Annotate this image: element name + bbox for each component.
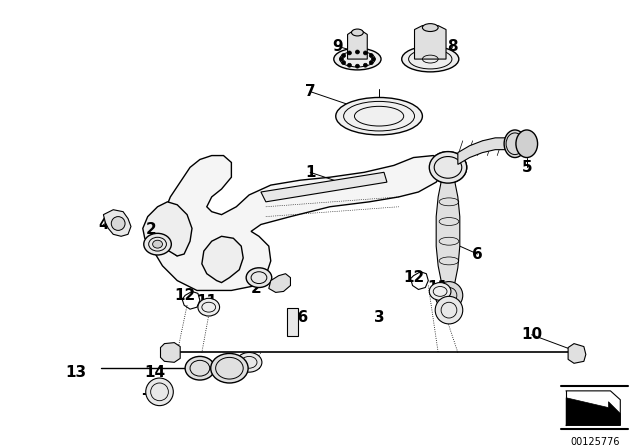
Ellipse shape — [185, 357, 214, 380]
Ellipse shape — [504, 130, 526, 158]
Text: 7: 7 — [305, 84, 316, 99]
Ellipse shape — [198, 298, 220, 316]
Circle shape — [342, 54, 346, 57]
Text: 11: 11 — [241, 357, 262, 372]
Ellipse shape — [236, 353, 262, 372]
Ellipse shape — [351, 29, 364, 36]
Polygon shape — [436, 182, 460, 285]
Text: 9: 9 — [332, 39, 343, 54]
Ellipse shape — [152, 240, 163, 248]
Text: 12: 12 — [403, 270, 424, 285]
Circle shape — [371, 57, 375, 61]
Circle shape — [364, 51, 367, 55]
Circle shape — [348, 51, 351, 55]
Circle shape — [146, 378, 173, 405]
Circle shape — [339, 57, 344, 61]
Text: 00125776: 00125776 — [570, 437, 620, 447]
Circle shape — [364, 63, 367, 67]
Text: 10: 10 — [521, 327, 542, 342]
Text: 13: 13 — [65, 365, 86, 379]
Polygon shape — [148, 155, 443, 290]
Text: 11: 11 — [196, 294, 217, 309]
Ellipse shape — [516, 130, 538, 158]
FancyBboxPatch shape — [287, 308, 298, 336]
Text: 8: 8 — [447, 39, 458, 54]
Ellipse shape — [334, 48, 381, 70]
Text: -15: -15 — [141, 386, 168, 401]
Ellipse shape — [144, 233, 172, 255]
Circle shape — [111, 216, 125, 230]
Circle shape — [369, 54, 373, 57]
Polygon shape — [568, 344, 586, 363]
Ellipse shape — [336, 98, 422, 135]
Circle shape — [342, 60, 346, 65]
Ellipse shape — [429, 151, 467, 183]
Polygon shape — [566, 398, 620, 425]
Text: 5: 5 — [522, 160, 532, 175]
Polygon shape — [104, 210, 131, 236]
Polygon shape — [269, 274, 291, 293]
Ellipse shape — [429, 283, 451, 300]
Ellipse shape — [246, 268, 272, 288]
Text: 6: 6 — [472, 246, 483, 262]
Text: 14: 14 — [144, 365, 165, 379]
Ellipse shape — [422, 24, 438, 31]
Polygon shape — [458, 138, 507, 164]
Text: 4: 4 — [98, 217, 109, 232]
Polygon shape — [261, 172, 387, 202]
Circle shape — [355, 50, 360, 54]
Polygon shape — [202, 236, 243, 283]
Circle shape — [348, 63, 351, 67]
Text: 2: 2 — [145, 222, 156, 237]
Polygon shape — [348, 30, 367, 59]
Text: 12: 12 — [175, 288, 196, 303]
Text: 1: 1 — [305, 165, 316, 180]
Polygon shape — [143, 202, 192, 256]
Polygon shape — [161, 343, 180, 362]
Ellipse shape — [211, 353, 248, 383]
Ellipse shape — [402, 46, 459, 72]
Polygon shape — [415, 26, 446, 59]
Circle shape — [435, 296, 463, 324]
Text: 16: 16 — [288, 310, 309, 324]
Text: 2: 2 — [251, 281, 261, 296]
Circle shape — [355, 64, 360, 68]
Text: 11: 11 — [428, 280, 449, 295]
Text: 3: 3 — [374, 310, 385, 324]
Circle shape — [369, 60, 373, 65]
Circle shape — [435, 282, 463, 309]
